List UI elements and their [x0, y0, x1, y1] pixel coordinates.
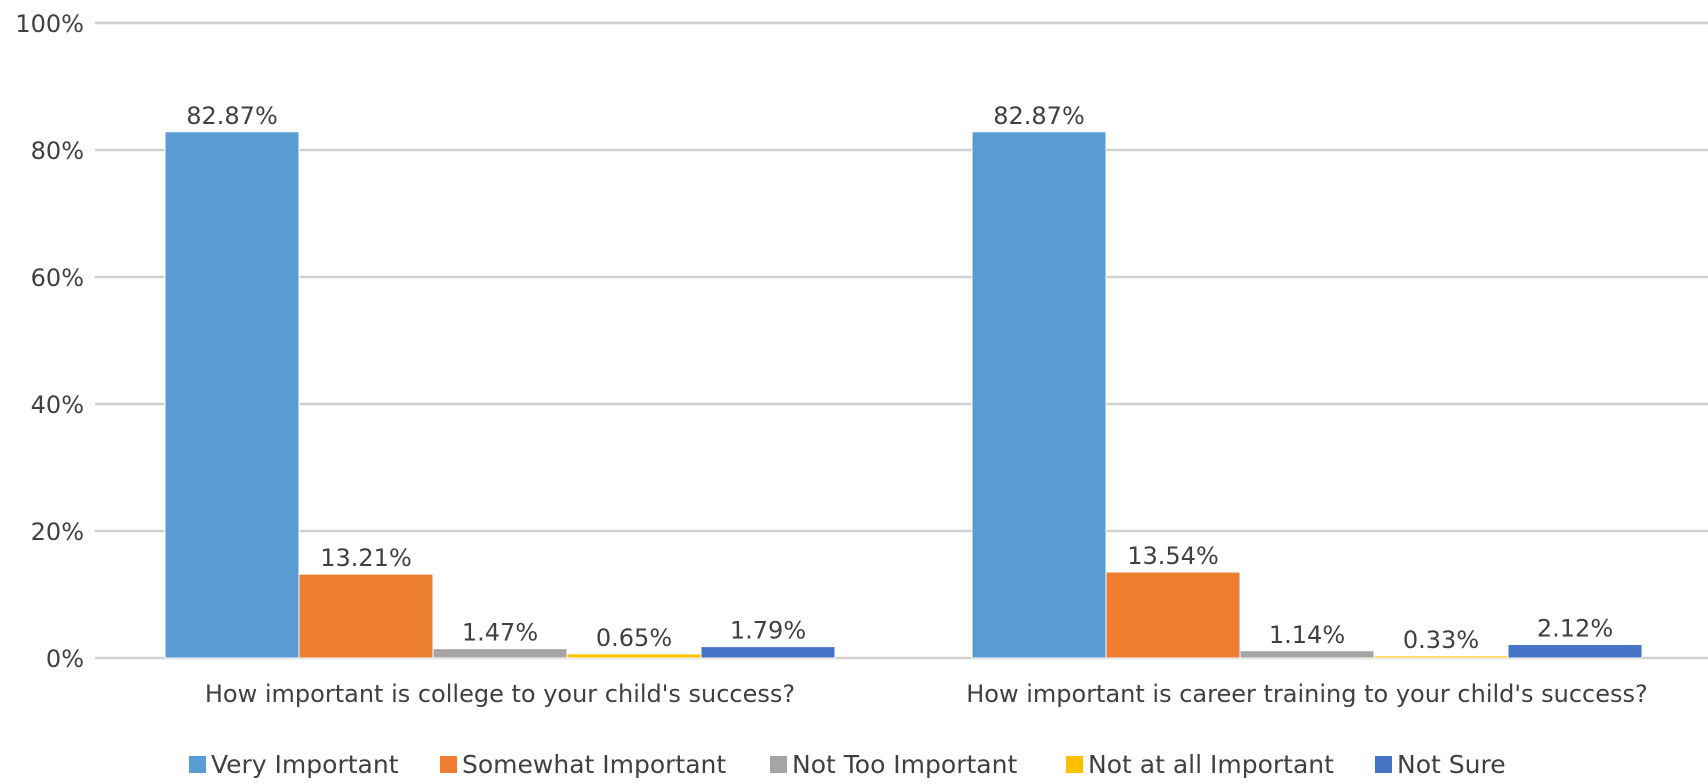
legend-label: Not Too Important [792, 750, 1017, 779]
legend-swatch [189, 756, 206, 773]
bar-not-sure [1507, 644, 1643, 659]
bar-not-sure [700, 646, 836, 659]
data-label: 82.87% [186, 102, 278, 130]
data-label: 0.33% [1403, 626, 1479, 654]
y-tick-label: 40% [31, 391, 84, 419]
bar-somewhat-important [298, 573, 434, 659]
legend-swatch [1375, 756, 1392, 773]
legend-label: Very Important [211, 750, 399, 779]
legend-label: Somewhat Important [462, 750, 726, 779]
bar-very-important [164, 131, 300, 659]
bar-very-important [971, 131, 1107, 659]
y-tick-label: 100% [15, 10, 84, 38]
y-tick-label: 0% [46, 645, 84, 673]
data-label: 13.21% [320, 544, 412, 572]
legend-label: Not at all Important [1088, 750, 1334, 779]
bar-somewhat-important [1105, 571, 1241, 659]
legend-label: Not Sure [1397, 750, 1506, 779]
data-label: 13.54% [1127, 542, 1219, 570]
legend-swatch [440, 756, 457, 773]
bar-not-at-all-important [1373, 655, 1509, 659]
legend-swatch [770, 756, 787, 773]
data-label: 2.12% [1537, 615, 1613, 643]
x-category-label: How important is career training to your… [966, 680, 1648, 708]
legend-swatch [1066, 756, 1083, 773]
data-label: 1.79% [730, 617, 806, 645]
bar-not-too-important [1239, 650, 1375, 659]
bar-not-at-all-important [566, 653, 702, 659]
y-tick-label: 80% [31, 137, 84, 165]
y-tick-label: 60% [31, 264, 84, 292]
x-category-label: How important is college to your child's… [205, 680, 795, 708]
y-tick-label: 20% [31, 518, 84, 546]
bar-not-too-important [432, 648, 568, 659]
data-label: 1.14% [1269, 621, 1345, 649]
data-label: 0.65% [596, 624, 672, 652]
data-label: 82.87% [993, 102, 1085, 130]
data-label: 1.47% [462, 619, 538, 647]
